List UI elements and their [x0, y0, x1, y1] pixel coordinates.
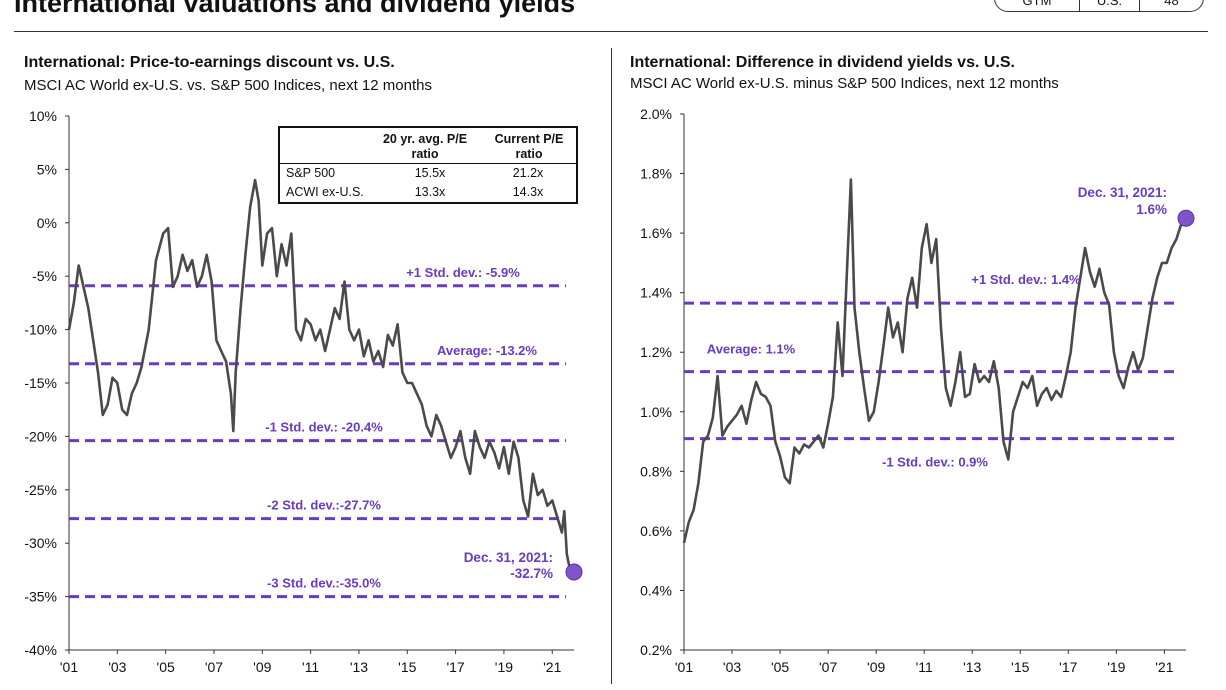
- y-tick-label: -10%: [24, 322, 57, 338]
- table-cell: 14.3x: [512, 185, 544, 199]
- endpoint-value: -32.7%: [510, 566, 553, 581]
- y-tick-label: -5%: [32, 268, 57, 284]
- y-tick-label: 2.0%: [640, 106, 672, 122]
- x-tick-label: '05: [771, 659, 789, 675]
- endpoint-value: 1.6%: [1136, 202, 1167, 217]
- y-tick-label: 1.0%: [640, 404, 672, 420]
- endpoint-marker: [565, 563, 583, 581]
- table-cell: 21.2x: [512, 166, 544, 180]
- x-tick-label: '19: [495, 659, 513, 675]
- reference-line-label: -1 Std. dev.: -20.4%: [265, 420, 383, 435]
- y-tick-label: 1.6%: [640, 225, 672, 241]
- y-tick-label: 1.8%: [640, 166, 672, 182]
- y-tick-label: 0.6%: [640, 523, 672, 539]
- x-tick-label: '15: [1011, 659, 1029, 675]
- reference-line-label: -1 Std. dev.: 0.9%: [882, 455, 988, 470]
- tab-us[interactable]: U.S.: [1080, 0, 1140, 12]
- x-tick-label: '11: [302, 659, 319, 675]
- reference-line-label: Average: 1.1%: [707, 342, 796, 357]
- y-tick-label: 1.2%: [640, 344, 672, 360]
- table-row-label: S&P 500: [286, 166, 336, 180]
- series-line: [67, 178, 574, 574]
- reference-line-label: +1 Std. dev.: 1.4%: [971, 272, 1081, 287]
- table-rule: [280, 163, 576, 164]
- reference-line-label: Average: -13.2%: [437, 343, 537, 358]
- y-tick-label: -35%: [24, 589, 57, 605]
- x-tick-label: '09: [253, 659, 271, 675]
- x-tick-label: '13: [350, 659, 368, 675]
- x-tick-label: '17: [1059, 659, 1077, 675]
- y-tick-label: -20%: [24, 428, 57, 444]
- table-header-avg: 20 yr. avg. P/E ratio: [382, 132, 468, 161]
- left-chart-subtitle: MSCI AC World ex-U.S. vs. S&P 500 Indice…: [24, 77, 432, 94]
- x-tick-label: '03: [108, 659, 126, 675]
- endpoint-label: Dec. 31, 2021:: [464, 550, 553, 565]
- endpoint-marker: [1177, 209, 1195, 227]
- y-tick-label: 0.8%: [640, 463, 672, 479]
- y-tick-label: 10%: [29, 108, 57, 124]
- x-tick-label: '07: [819, 659, 837, 675]
- reference-line-label: -3 Std. dev.:-35.0%: [267, 576, 381, 591]
- y-tick-label: -40%: [24, 642, 57, 658]
- title-rule: [14, 31, 1208, 32]
- series-line: [682, 178, 1188, 544]
- endpoint-label: Dec. 31, 2021:: [1078, 185, 1167, 200]
- y-tick-label: -15%: [24, 375, 57, 391]
- x-tick-label: '09: [867, 659, 885, 675]
- x-tick-label: '01: [675, 659, 693, 675]
- reference-line-label: +1 Std. dev.: -5.9%: [406, 265, 520, 280]
- x-tick-label: '07: [205, 659, 223, 675]
- y-tick-label: 0%: [37, 215, 57, 231]
- x-tick-label: '05: [157, 659, 175, 675]
- table-cell: 13.3x: [414, 185, 446, 199]
- x-tick-label: '15: [398, 659, 416, 675]
- table-header-current: Current P/E ratio: [494, 132, 564, 161]
- x-tick-label: '11: [916, 659, 933, 675]
- x-tick-label: '17: [446, 659, 464, 675]
- x-tick-label: '21: [543, 659, 561, 675]
- x-tick-label: '19: [1107, 659, 1125, 675]
- y-tick-label: 1.4%: [640, 285, 672, 301]
- y-tick-label: 0.4%: [640, 582, 672, 598]
- panel-divider: [611, 48, 612, 684]
- y-tick-label: -30%: [24, 535, 57, 551]
- y-tick-label: 0.2%: [640, 642, 672, 658]
- pe-ratio-table: 20 yr. avg. P/E ratio Current P/E ratio …: [278, 126, 578, 204]
- reference-line-label: -2 Std. dev.:-27.7%: [267, 498, 381, 513]
- right-chart-title: International: Difference in dividend yi…: [630, 54, 1015, 71]
- page-title: International valuations and dividend yi…: [14, 0, 576, 18]
- right-chart-subtitle: MSCI AC World ex-U.S. minus S&P 500 Indi…: [630, 75, 1059, 92]
- y-tick-label: 5%: [37, 161, 57, 177]
- y-tick-label: -25%: [24, 482, 57, 498]
- table-row-label: ACWI ex-U.S.: [286, 185, 364, 199]
- x-tick-label: '13: [963, 659, 981, 675]
- x-tick-label: '03: [723, 659, 741, 675]
- page-tabs: GTM U.S. 48: [994, 0, 1204, 12]
- table-cell: 15.5x: [414, 166, 446, 180]
- x-tick-label: '21: [1155, 659, 1173, 675]
- x-tick-label: '01: [60, 659, 78, 675]
- left-chart-title: International: Price-to-earnings discoun…: [24, 54, 395, 71]
